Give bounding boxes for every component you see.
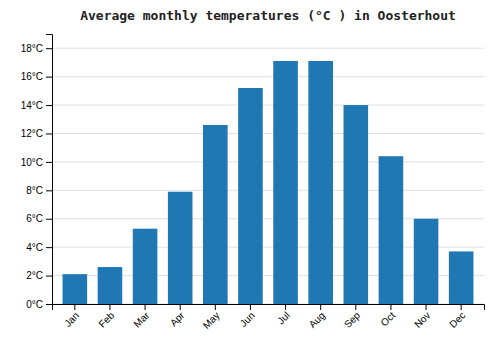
- y-tick-label: 6°C: [26, 213, 43, 224]
- y-tick: 18°C: [21, 43, 52, 54]
- x-tick-label: Apr: [168, 309, 187, 328]
- bar: [308, 61, 333, 304]
- x-tick-mark: [285, 304, 286, 310]
- x-tick: Dec: [447, 304, 467, 330]
- bar: [133, 229, 158, 304]
- plot: Jan Feb Mar Apr May Jun Jul Aug Sep Oct Nov Dec 0°C 2…: [21, 35, 485, 331]
- x-tick-mark: [215, 304, 216, 310]
- y-tick-mark: [46, 77, 52, 78]
- bar: [98, 267, 123, 304]
- y-axis: 0°C 2°C 4°C 6°C 8°C 10°C 12°C 14°C 16°C 18°C: [21, 35, 53, 310]
- x-tick: May: [201, 304, 222, 331]
- x-tick: Jul: [275, 304, 292, 326]
- x-tick-mark: [180, 304, 181, 310]
- x-tick-label: Jul: [275, 310, 292, 327]
- bar: [449, 251, 474, 304]
- bar: [63, 274, 88, 304]
- x-tick-mark: [355, 304, 356, 310]
- x-tick: Nov: [412, 304, 432, 330]
- y-tick-mark: [46, 276, 52, 277]
- x-tick-mark: [109, 304, 110, 310]
- grid-line: [52, 48, 484, 49]
- x-tick-label: Aug: [307, 310, 327, 330]
- x-tick-mark: [74, 304, 75, 310]
- x-tick-mark: [145, 304, 146, 310]
- grid-line: [52, 190, 484, 191]
- y-tick: 0°C: [26, 299, 52, 310]
- x-tick-label: Dec: [447, 310, 467, 330]
- x-tick-label: Jan: [62, 310, 81, 329]
- x-tick-mark: [390, 304, 391, 310]
- y-tick-mark: [46, 247, 52, 248]
- x-tick-label: May: [201, 310, 222, 331]
- x-tick-label: Mar: [131, 309, 151, 329]
- bars: [63, 61, 474, 304]
- chart: Jan Feb Mar Apr May Jun Jul Aug Sep Oct Nov Dec 0°C 2…: [0, 0, 500, 350]
- bar: [203, 125, 228, 304]
- bar: [238, 88, 263, 304]
- x-tick-label: Sep: [342, 309, 363, 330]
- x-tick: Sep: [342, 304, 363, 330]
- y-tick-mark: [46, 162, 52, 163]
- y-tick: 2°C: [26, 270, 52, 281]
- x-tick: Mar: [131, 304, 151, 330]
- y-tick-mark: [46, 304, 52, 305]
- y-tick: 12°C: [21, 128, 52, 139]
- y-tick-label: 14°C: [21, 100, 43, 111]
- x-tick: Feb: [96, 304, 116, 330]
- x-tick: Oct: [379, 304, 398, 328]
- x-tick-mark: [426, 304, 427, 310]
- bar: [344, 105, 369, 304]
- grid: [52, 48, 484, 304]
- x-tick-label: Jun: [238, 310, 257, 329]
- y-tick-mark: [46, 105, 52, 106]
- y-tick-label: 12°C: [21, 128, 43, 139]
- y-tick: 10°C: [21, 157, 52, 168]
- x-tick: Aug: [307, 304, 327, 330]
- y-tick-mark: [46, 133, 52, 134]
- y-tick-label: 8°C: [26, 185, 43, 196]
- y-tick-mark: [46, 48, 52, 49]
- bar: [273, 61, 298, 304]
- title: Average monthly temperatures (°C ) in Oo…: [80, 8, 456, 23]
- x-tick-mark: [320, 304, 321, 310]
- x-tick-mark: [461, 304, 462, 310]
- y-tick-label: 16°C: [21, 71, 43, 82]
- y-tick-label: 2°C: [26, 270, 43, 281]
- bar: [379, 156, 404, 304]
- grid-line: [52, 133, 484, 134]
- y-tick-label: 0°C: [26, 299, 43, 310]
- y-tick-label: 10°C: [21, 157, 43, 168]
- x-tick: Jun: [238, 304, 257, 329]
- y-tick-label: 18°C: [21, 43, 43, 54]
- y-tick-mark: [46, 219, 52, 220]
- x-tick: Jan: [62, 304, 81, 329]
- y-tick: 14°C: [21, 100, 52, 111]
- y-tick: 16°C: [21, 71, 52, 82]
- x-tick: Apr: [168, 304, 187, 328]
- y-tick: 8°C: [26, 185, 52, 196]
- y-tick: 4°C: [26, 242, 52, 253]
- x-tick-label: Nov: [412, 310, 432, 330]
- bar: [414, 219, 439, 304]
- y-tick: 6°C: [26, 213, 52, 224]
- x-tick-mark: [250, 304, 251, 310]
- y-axis-line: [46, 35, 53, 305]
- grid-line: [52, 76, 484, 77]
- x-axis: Jan Feb Mar Apr May Jun Jul Aug Sep Oct Nov Dec: [53, 304, 485, 331]
- x-tick-label: Oct: [379, 310, 398, 329]
- y-tick-mark: [46, 190, 52, 191]
- grid-line: [52, 161, 484, 162]
- y-tick-label: 4°C: [26, 242, 43, 253]
- bar: [168, 192, 193, 304]
- grid-line: [52, 105, 484, 106]
- x-axis-line: [53, 305, 485, 311]
- x-tick-label: Feb: [96, 309, 116, 329]
